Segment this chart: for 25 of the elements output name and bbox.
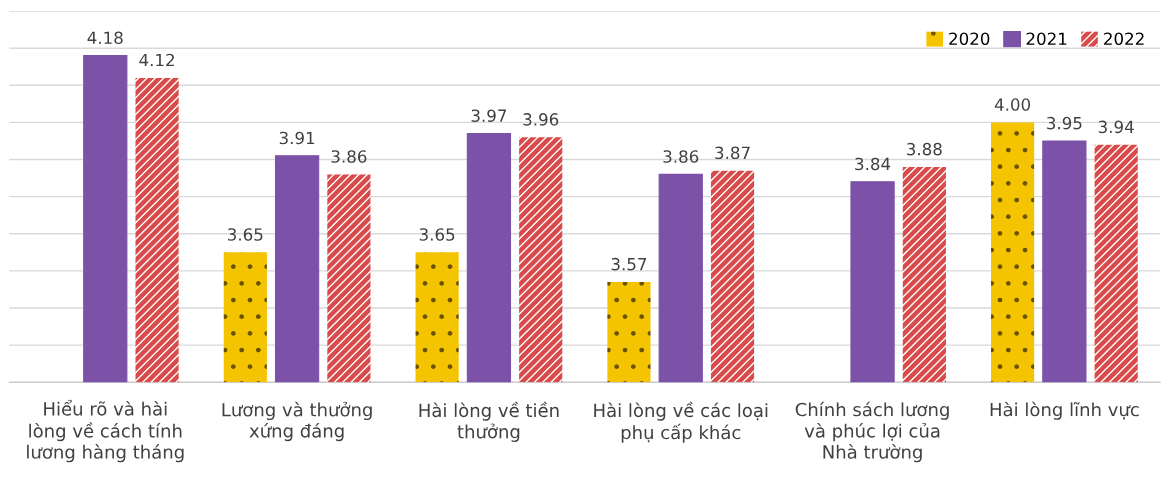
- x-tick-label: Chính sách lương và phúc lợi của Nhà trường: [795, 401, 949, 463]
- data-label: 3.84: [855, 157, 891, 171]
- legend-label: 2020: [949, 32, 990, 46]
- data-label: 3.65: [419, 228, 455, 241]
- data-label: 3.96: [523, 113, 559, 126]
- data-label: 3.97: [471, 109, 507, 122]
- legend-label: 2022: [1104, 32, 1144, 46]
- data-label: 3.87: [715, 146, 750, 160]
- data-label: 3.95: [1047, 116, 1082, 130]
- data-label: 3.94: [1098, 120, 1134, 134]
- data-label: 3.91: [279, 131, 315, 145]
- x-tick-label: Hài lòng về các loại phụ cấp khác: [594, 401, 768, 443]
- x-tick-label: Hiểu rõ và hài lòng về cách tính lương hàng tháng: [27, 399, 184, 463]
- data-label: 3.86: [663, 150, 699, 163]
- data-label: 4.12: [139, 53, 174, 67]
- x-tick-label: Hài lòng lĩnh vực: [990, 401, 1139, 420]
- x-tick-label: Hài lòng về tiền thưởng: [419, 401, 559, 442]
- data-label: 3.88: [907, 142, 942, 156]
- data-label: 4.18: [87, 31, 123, 45]
- legend-label: 2021: [1026, 32, 1067, 46]
- data-label: 3.65: [228, 228, 263, 241]
- data-label: 4.00: [994, 98, 1031, 111]
- data-label: 3.86: [331, 150, 367, 163]
- x-tick-label: Lương và thưởng xứng đáng: [222, 401, 372, 442]
- data-label: 3.57: [611, 257, 647, 271]
